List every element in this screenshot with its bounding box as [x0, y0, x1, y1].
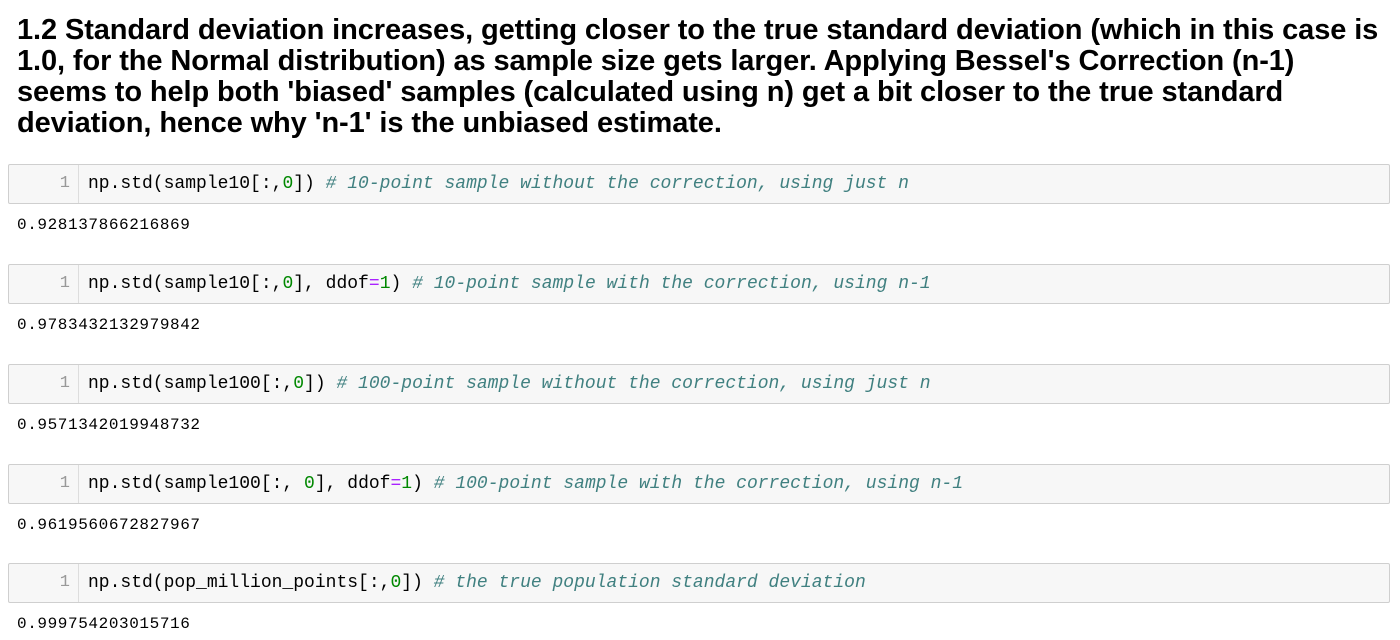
code-number: 1 [401, 474, 413, 494]
code-text: np.std(pop_million_points[:, [88, 573, 391, 593]
code-text: np.std(sample10[:, [88, 274, 283, 294]
code-line[interactable]: np.std(sample100[:, 0], ddof=1) # 100-po… [88, 465, 963, 503]
code-text: np.std(sample10[:, [88, 174, 283, 194]
code-number: 0 [282, 174, 294, 194]
code-line[interactable]: np.std(sample10[:,0], ddof=1) # 10-point… [88, 265, 931, 303]
cell-output: 0.999754203015716 [17, 615, 191, 633]
code-line[interactable]: np.std(pop_million_points[:,0]) # the tr… [88, 564, 866, 602]
code-number: 0 [293, 374, 305, 394]
code-input-area[interactable]: 1 np.std(sample100[:, 0], ddof=1) # 100-… [8, 464, 1390, 504]
code-comment: # the true population standard deviation [433, 573, 866, 593]
code-input-area[interactable]: 1 np.std(pop_million_points[:,0]) # the … [8, 563, 1390, 603]
line-number-gutter: 1 [9, 465, 79, 503]
code-number: 1 [379, 274, 391, 294]
line-number: 1 [59, 174, 70, 193]
section-heading: 1.2 Standard deviation increases, gettin… [17, 14, 1379, 139]
code-comment: # 100-point sample without the correctio… [336, 374, 931, 394]
code-comment: # 10-point sample without the correction… [325, 174, 909, 194]
cell-output: 0.9783432132979842 [17, 316, 201, 334]
code-number: 0 [282, 274, 294, 294]
code-line[interactable]: np.std(sample100[:,0]) # 100-point sampl… [88, 365, 931, 403]
line-number: 1 [59, 374, 70, 393]
line-number-gutter: 1 [9, 365, 79, 403]
code-text: ) [412, 474, 434, 494]
code-operator: = [390, 474, 402, 494]
code-input-area[interactable]: 1 np.std(sample10[:,0], ddof=1) # 10-poi… [8, 264, 1390, 304]
code-comment: # 10-point sample with the correction, u… [412, 274, 931, 294]
code-input-area[interactable]: 1 np.std(sample10[:,0]) # 10-point sampl… [8, 164, 1390, 204]
code-line[interactable]: np.std(sample10[:,0]) # 10-point sample … [88, 165, 909, 203]
code-text: ]) [293, 174, 326, 194]
line-number-gutter: 1 [9, 265, 79, 303]
code-text: ]) [401, 573, 434, 593]
code-text: np.std(sample100[:, [88, 474, 305, 494]
line-number: 1 [59, 474, 70, 493]
line-number: 1 [59, 573, 70, 592]
line-number-gutter: 1 [9, 564, 79, 602]
cell-output: 0.9571342019948732 [17, 416, 201, 434]
code-text: ], ddof [314, 474, 391, 494]
code-operator: = [368, 274, 380, 294]
cell-output: 0.9619560672827967 [17, 516, 201, 534]
cell-output: 0.928137866216869 [17, 216, 191, 234]
code-comment: # 100-point sample with the correction, … [433, 474, 964, 494]
code-text: ) [390, 274, 413, 294]
code-text: ], ddof [293, 274, 369, 294]
code-text: ]) [304, 374, 337, 394]
code-number: 0 [304, 474, 315, 494]
code-text: np.std(sample100[:, [88, 374, 294, 394]
code-number: 0 [390, 573, 402, 593]
line-number-gutter: 1 [9, 165, 79, 203]
code-input-area[interactable]: 1 np.std(sample100[:,0]) # 100-point sam… [8, 364, 1390, 404]
line-number: 1 [59, 274, 70, 293]
